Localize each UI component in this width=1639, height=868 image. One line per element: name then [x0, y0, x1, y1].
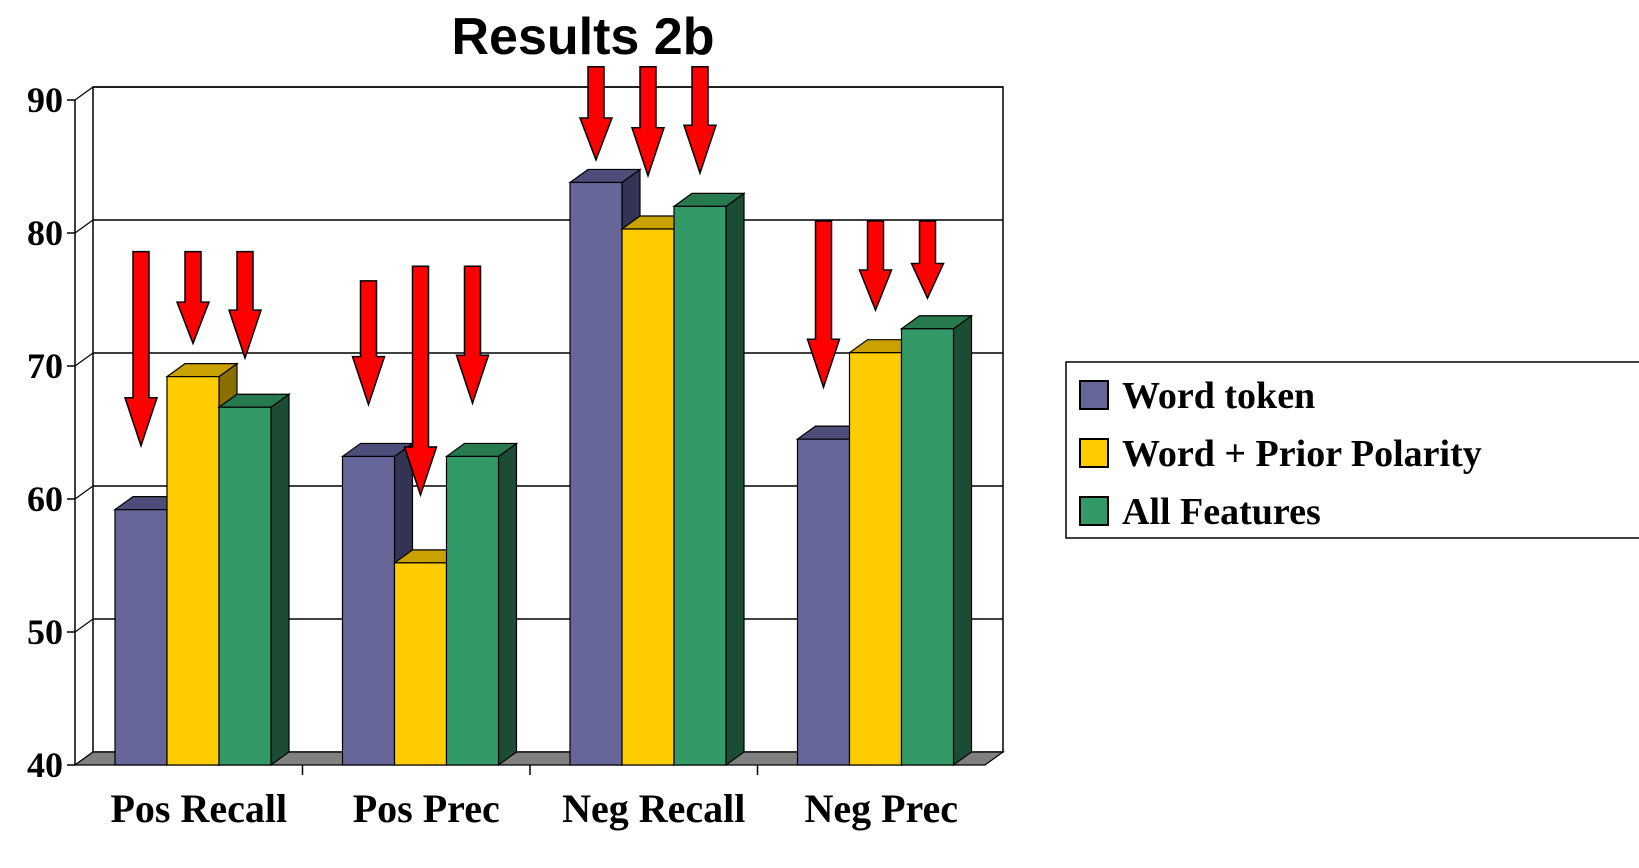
- legend-label: Word + Prior Polarity: [1122, 433, 1482, 475]
- bar: [621, 228, 675, 766]
- bar-side: [725, 192, 745, 767]
- down-arrow-icon: [123, 250, 159, 449]
- x-tick-label: Pos Prec: [353, 786, 500, 831]
- bar: [341, 455, 396, 766]
- down-arrow-icon: [403, 265, 438, 498]
- bar: [218, 406, 272, 766]
- legend-swatch: [1079, 380, 1109, 410]
- bar-side: [270, 393, 290, 767]
- down-arrow-icon: [175, 250, 211, 346]
- y-axis: 40 50 60 70 80 90: [27, 80, 759, 785]
- gridline-side: [74, 86, 94, 101]
- y-tick-label: 60: [27, 479, 63, 519]
- gridline-side: [74, 219, 94, 234]
- down-arrow-icon: [630, 66, 666, 179]
- y-tick-label: 40: [27, 745, 63, 785]
- legend-label: All Features: [1122, 491, 1321, 533]
- y-tick-label: 50: [27, 612, 63, 652]
- legend: Word token Word + Prior Polarity All Featu…: [1065, 361, 1639, 539]
- bar: [848, 352, 903, 766]
- gridline-side: [74, 352, 94, 367]
- x-axis-labels: Pos Recall Pos Prec Neg Recall Neg Prec: [110, 786, 958, 831]
- y-tick-label: 80: [27, 213, 63, 253]
- down-arrow-icon: [682, 66, 718, 176]
- down-arrow-icon: [455, 265, 490, 406]
- bar: [166, 376, 220, 766]
- bar: [445, 455, 500, 766]
- bar: [393, 562, 448, 766]
- legend-label: Word token: [1122, 375, 1315, 417]
- chart-title: Results 2b: [452, 8, 715, 66]
- bar: [900, 328, 955, 766]
- down-arrow-icon: [806, 220, 841, 390]
- bar: [673, 205, 727, 766]
- bar: [569, 181, 623, 766]
- x-tick-label: Neg Recall: [562, 786, 745, 831]
- bar-side: [952, 314, 973, 767]
- bar: [796, 438, 851, 766]
- y-tick-label: 90: [27, 80, 63, 120]
- x-tick-label: Pos Recall: [110, 786, 287, 831]
- legend-swatch: [1079, 496, 1109, 526]
- legend-swatch: [1079, 438, 1109, 468]
- down-arrow-icon: [578, 66, 614, 162]
- down-arrow-icon: [227, 250, 263, 361]
- bar: [114, 509, 168, 766]
- legend-box: [1065, 361, 1639, 539]
- bar-side: [497, 442, 518, 767]
- y-tick-label: 70: [27, 346, 63, 386]
- bars: [113, 168, 974, 767]
- down-arrow-icon: [858, 220, 893, 313]
- gridline-side: [74, 618, 94, 633]
- down-arrow-icon: [351, 280, 386, 407]
- gridline-side: [74, 485, 94, 500]
- x-tick-label: Neg Prec: [804, 786, 958, 831]
- down-arrow-icon: [910, 220, 945, 300]
- annotation-arrows: [123, 66, 945, 498]
